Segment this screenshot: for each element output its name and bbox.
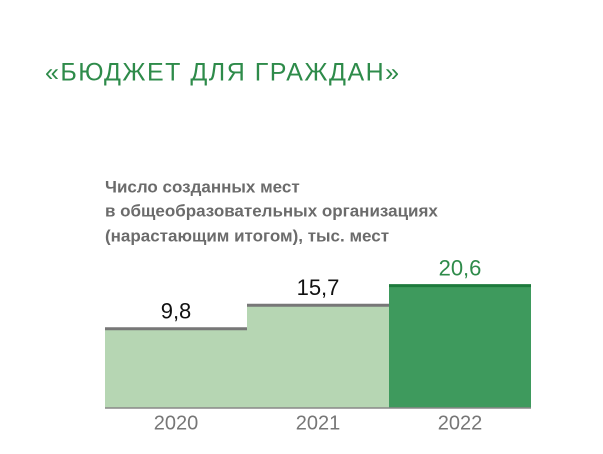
x-tick-label: 2020 [154,412,199,434]
bar [247,305,389,408]
subtitle-line: (нарастающим итогом), тыс. мест [105,226,389,245]
x-tick-label: 2021 [296,412,341,434]
subtitle-line: в общеобразовательных организациях [105,201,438,220]
value-label: 15,7 [297,275,340,300]
value-label: 20,6 [439,255,482,280]
bar [105,328,247,408]
subtitle-line: Число созданных мест [105,177,300,196]
bar [389,285,531,408]
x-tick-label: 2022 [438,412,483,434]
chart-title: «БЮДЖЕТ ДЛЯ ГРАЖДАН» [45,59,401,87]
value-label: 9,8 [161,299,192,324]
